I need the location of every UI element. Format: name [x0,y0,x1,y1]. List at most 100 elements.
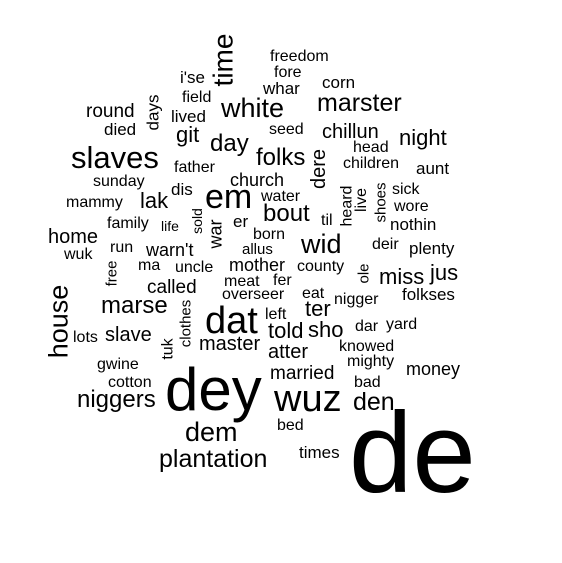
word-aunt: aunt [416,159,450,178]
word-atter: atter [268,341,309,363]
word-free: free [103,260,121,287]
word-de: de [349,390,476,517]
word-shoes: shoes [372,182,390,223]
word-called: called [147,277,197,298]
word-yard: yard [386,316,418,333]
word-lived: lived [171,107,206,126]
word-deir: deir [372,236,399,253]
word-plantation: plantation [159,445,268,473]
word-sho: sho [308,317,344,342]
word-folks: folks [256,144,306,171]
word-ter: ter [305,296,331,321]
word-git: git [176,122,200,147]
word-sold: sold [188,208,205,234]
word-wuk: wuk [64,246,93,263]
word-gwine: gwine [97,356,139,373]
word-seed: seed [269,121,304,138]
word-field: field [182,89,212,106]
word-home: home [48,226,99,248]
word-family: family [107,215,149,232]
word-plenty: plenty [409,239,455,258]
word-clothes: clothes [177,299,195,348]
word-knowed: knowed [339,338,395,355]
word-sick: sick [392,181,420,198]
word-master: master [199,333,261,355]
word-lots: lots [73,329,98,346]
word-night: night [399,125,447,150]
word-bout: bout [263,200,310,227]
word-slaves: slaves [71,140,159,175]
word-fer: fer [273,272,292,289]
word-dem: dem [185,417,238,447]
word-uncle: uncle [175,259,214,276]
word-fore: fore [274,64,302,81]
word-nigger: nigger [334,291,379,308]
word-head: head [353,139,389,156]
word-water: water [261,188,301,205]
word-born: born [253,226,286,243]
word-corn: corn [322,73,356,92]
word-er: er [233,212,249,231]
word-whar: whar [263,79,300,98]
word-dey: dey [165,356,262,423]
word-lak: lak [140,188,169,213]
word-told: told [268,318,304,343]
word-dis: dis [171,180,193,199]
word-ise: i'se [180,68,205,87]
word-miss: miss [379,264,425,289]
word-county: county [297,258,345,275]
word-dar: dar [355,318,379,335]
word-white: white [221,93,285,123]
word-house: house [43,284,74,359]
word-niggers: niggers [77,386,156,413]
word-nothin: nothin [390,215,437,234]
word-overseer: overseer [222,286,285,303]
word-bed: bed [277,417,304,434]
word-live: live [353,187,371,213]
word-round: round [86,101,135,122]
word-freedom: freedom [270,48,329,65]
word-tuk: tuk [159,338,177,360]
word-chillun: chillun [322,121,379,143]
word-married: married [270,363,335,384]
word-dat: dat [205,300,258,342]
word-time: time [207,33,239,87]
word-day: day [210,130,249,157]
word-left: left [265,306,287,323]
word-died: died [104,120,137,139]
word-cotton: cotton [108,374,152,391]
word-life: life [161,218,179,234]
word-ole: ole [355,263,373,284]
word-money: money [406,359,461,379]
word-children: children [343,155,400,172]
word-wore: wore [394,198,429,215]
word-father: father [174,159,215,176]
word-mother: mother [229,255,286,275]
word-war: war [205,219,226,249]
word-times: times [299,443,340,462]
word-mighty: mighty [347,353,395,370]
word-folkses: folkses [402,285,455,304]
word-warnt: warn't [146,240,194,260]
word-church: church [230,170,285,190]
word-marster: marster [317,89,402,117]
word-wid: wid [301,229,342,259]
word-em: em [205,178,253,216]
word-marse: marse [101,292,168,319]
word-eat: eat [302,285,325,302]
word-dere: dere [308,148,331,190]
word-mammy: mammy [66,194,123,211]
word-days: days [143,94,163,131]
word-wuz: wuz [274,378,342,420]
word-bad: bad [354,374,381,391]
word-ma: ma [138,257,161,274]
word-til: til [321,212,333,229]
word-slave: slave [105,324,152,346]
word-run: run [110,239,134,256]
word-meat: meat [224,273,260,290]
word-sunday: sunday [93,173,145,190]
word-jus: jus [430,260,459,285]
word-den: den [353,388,395,416]
word-allus: allus [242,241,273,258]
